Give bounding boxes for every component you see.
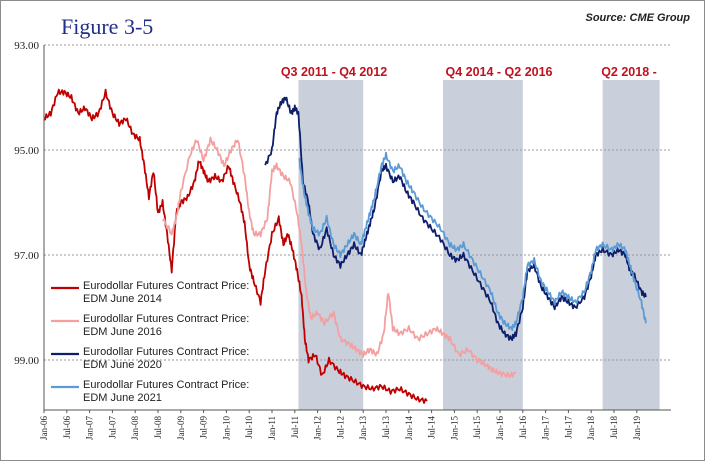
x-tick-label: Jul-10 — [244, 416, 254, 439]
x-tick-label: Jan-11 — [267, 416, 277, 440]
x-tick-label: Jul-08 — [153, 416, 163, 439]
axes — [43, 45, 671, 411]
x-tick-label: Jul-15 — [472, 416, 482, 439]
legend-label-line2: EDM June 2021 — [83, 392, 162, 404]
x-tick-label: Jan-12 — [313, 416, 323, 440]
x-tick-label: Jan-07 — [85, 416, 95, 440]
legend-label-line2: EDM June 2016 — [83, 326, 162, 338]
x-tick-label: Jan-10 — [221, 416, 231, 440]
legend-label-line2: EDM June 2020 — [83, 359, 162, 371]
x-tick-label: Jul-16 — [518, 416, 528, 439]
x-tick-label: Jul-11 — [290, 416, 300, 438]
x-tick-label: Jan-17 — [541, 416, 551, 440]
x-tick-label: Jul-07 — [107, 416, 117, 439]
legend-label-line1: Eurodollar Futures Contract Price: — [83, 313, 249, 325]
series-lines — [44, 88, 647, 404]
legend-label-line1: Eurodollar Futures Contract Price: — [83, 280, 249, 292]
x-tick-label: Jul-09 — [199, 416, 209, 439]
x-tick-label: Jul-17 — [563, 416, 573, 439]
legend-label-line2: EDM June 2014 — [83, 293, 162, 305]
y-tick-label: 99.00 — [14, 355, 39, 367]
x-tick-labels: Jan-06 Jul-06 Jan-07 Jul-07 Jan-08 Jul-08 Jan-… — [39, 410, 642, 440]
gridlines — [44, 44, 671, 361]
y-tick-labels: 93.00 95.00 97.00 99.00 — [14, 40, 39, 367]
shaded-period-labels: Q3 2011 - Q4 2012 Q4 2014 - Q2 2016 Q2 201… — [281, 65, 657, 79]
series-line-4 — [298, 151, 647, 332]
shaded-period-label-3: Q2 2018 - — [601, 65, 657, 79]
shaded-period-3 — [602, 80, 660, 410]
legend-label-line1: Eurodollar Futures Contract Price: — [83, 346, 249, 358]
shaded-periods — [298, 80, 660, 410]
x-tick-label: Jul-06 — [62, 416, 72, 439]
shaded-period-2 — [443, 80, 523, 410]
x-tick-label: Jul-12 — [335, 416, 345, 439]
y-tick-label: 97.00 — [14, 250, 39, 262]
y-tick-label: 93.00 — [14, 40, 39, 52]
x-tick-label: Jan-13 — [358, 416, 368, 440]
x-tick-label: Jan-18 — [586, 416, 596, 440]
y-tick-label: 95.00 — [14, 145, 39, 157]
legend-label-line1: Eurodollar Futures Contract Price: — [83, 379, 249, 391]
x-tick-label: Jul-13 — [381, 416, 391, 439]
legend: Eurodollar Futures Contract Price:EDM Ju… — [51, 280, 249, 404]
x-tick-label: Jul-14 — [427, 416, 437, 439]
x-tick-label: Jan-09 — [176, 416, 186, 440]
x-tick-label: Jan-08 — [130, 416, 140, 440]
source-note: Source: CME Group — [585, 12, 690, 24]
x-tick-label: Jan-16 — [495, 416, 505, 440]
x-tick-label: Jan-15 — [449, 416, 459, 440]
x-tick-label: Jan-06 — [39, 416, 49, 440]
figure-title: Figure 3-5 — [61, 14, 153, 39]
x-tick-label: Jan-19 — [632, 416, 642, 440]
series-line-2 — [161, 136, 517, 379]
x-tick-label: Jan-14 — [404, 416, 414, 440]
shaded-period-label-1: Q3 2011 - Q4 2012 — [281, 65, 387, 79]
x-tick-label: Jul-18 — [609, 416, 619, 439]
series-line-1 — [44, 88, 428, 404]
shaded-period-label-2: Q4 2014 - Q2 2016 — [445, 65, 552, 79]
